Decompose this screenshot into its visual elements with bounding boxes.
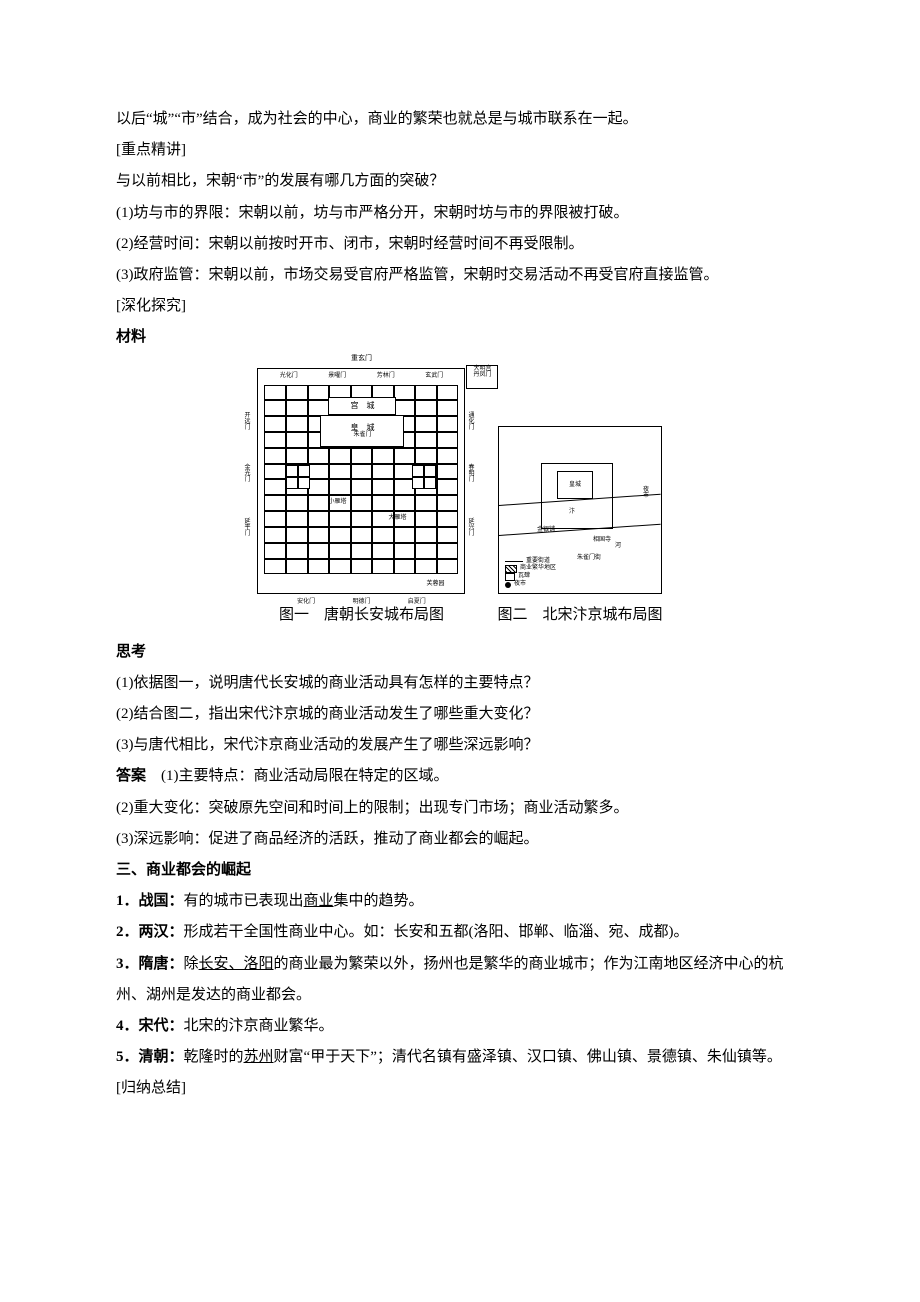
- fig1-side-l-1: 金光门: [244, 465, 254, 483]
- figure-row: 重玄门 大明宫 丹凤门 光化门 景曜门 芳林门 玄武门 宫 城 皇 城 朱雀门 …: [116, 368, 804, 631]
- item-3-label: 3．隋唐：: [116, 956, 184, 972]
- fig2-legend: 重要街道 商业繁华地区 瓦肆 夜市: [505, 558, 556, 589]
- fig2-legend-l3: 瓦肆: [518, 573, 530, 581]
- fig1-bottom-gate-2: 启夏门: [408, 599, 426, 605]
- fig2-bian-label: 汴: [569, 509, 575, 515]
- page: 以后“城”“市”结合，成为社会的中心，商业的繁荣也就总是与城市联系在一起。 [重…: [0, 0, 920, 1302]
- q-song-shi: 与以前相比，宋朝“市”的发展有哪几方面的突破？: [116, 166, 804, 197]
- intro-paragraph: 以后“城”“市”结合，成为社会的中心，商业的繁荣也就总是与城市联系在一起。: [116, 104, 804, 135]
- answer-line-1: 答案 (1)主要特点：商业活动局限在特定的区域。: [116, 761, 804, 792]
- item-5-pre: 乾隆时的: [184, 1049, 244, 1065]
- fig1-daming-palace-box: 大明宫 丹凤门: [466, 365, 498, 389]
- item-1-zhanguo: 1．战国：有的城市已表现出商业集中的趋势。: [116, 886, 804, 917]
- fig1-side-l-2: 延平门: [244, 519, 254, 537]
- item-2-rest: 形成若干全国性商业中心。如：长安和五都(洛阳、邯郸、临淄、宛、成都)。: [184, 924, 689, 940]
- fig2-legend-l2: 商业繁华地区: [520, 565, 556, 573]
- fig2-jinyinpu-label: 金银铺: [537, 527, 555, 533]
- fig1-east-market: [412, 465, 436, 489]
- section-head-shenhua: [深化探究]: [116, 291, 804, 322]
- item-4-songdai: 4．宋代：北宋的汴京商业繁华。: [116, 1011, 804, 1042]
- item-3-suitang: 3．隋唐：除长安、洛阳的商业最为繁荣以外，扬州也是繁华的商业城市；作为江南地区经…: [116, 949, 804, 1011]
- fig1-west-market: [286, 465, 310, 489]
- figure-2-caption: 图二 北宋汴京城布局图: [497, 600, 662, 631]
- fig2-zhuque-street-label: 朱雀门街: [577, 555, 601, 561]
- item-5-label: 5．清朝：: [116, 1049, 184, 1065]
- fig1-top-gate-1: 景曜门: [328, 373, 346, 379]
- item-4-label: 4．宋代：: [116, 1018, 184, 1034]
- fig2-xiangguosi-label: 相国寺: [593, 537, 611, 543]
- fig2-legend-dot-icon: [505, 582, 511, 588]
- item-1-pre: 有的城市已表现出: [184, 893, 304, 909]
- fig2-legend-row-2: 商业繁华地区: [505, 565, 556, 573]
- fig1-side-r-0: 通化门: [468, 413, 478, 431]
- fig1-huangcheng-l1: 皇 城: [350, 424, 374, 432]
- section-head-zhongdian: [重点精讲]: [116, 135, 804, 166]
- fig1-top-gate-2: 芳林门: [377, 373, 395, 379]
- answer-a3: (3)深远影响：促进了商品经济的活跃，推动了商业都会的崛起。: [116, 824, 804, 855]
- fig2-legend-row-1: 重要街道: [505, 558, 556, 566]
- fig1-bottom-gates: 安化门 明德门 启夏门: [278, 599, 444, 605]
- section-head-guina: [归纳总结]: [116, 1073, 804, 1104]
- fig1-daming-l2: 丹凤门: [467, 372, 497, 378]
- fig2-legend-arrow-icon: [505, 561, 523, 562]
- item-5-post: 财富“甲于天下”；清代名镇有盛泽镇、汉口镇、佛山镇、景德镇、朱仙镇等。: [274, 1049, 782, 1065]
- a1-fangshi: (1)坊与市的界限：宋朝以前，坊与市严格分开，宋朝时坊与市的界限被打破。: [116, 198, 804, 229]
- figure-2-song-bianjing-map: 皇城 夜市 汴 金银铺 相国寺 河 朱雀门街 重要街道 商业繁华地区 瓦肆 夜市: [498, 426, 662, 594]
- fig1-side-r-1: 春明门: [468, 465, 478, 483]
- fig2-legend-square-icon: [505, 573, 515, 581]
- figure-2-block: 皇城 夜市 汴 金银铺 相国寺 河 朱雀门街 重要街道 商业繁华地区 瓦肆 夜市…: [497, 426, 662, 631]
- item-5-qingchao: 5．清朝：乾隆时的苏州财富“甲于天下”；清代名镇有盛泽镇、汉口镇、佛山镇、景德镇…: [116, 1042, 804, 1073]
- fig1-zhuque-gate: 朱雀门: [353, 432, 371, 438]
- figure-1-tang-changan-map: 重玄门 大明宫 丹凤门 光化门 景曜门 芳林门 玄武门 宫 城 皇 城 朱雀门 …: [257, 368, 465, 594]
- answer-a2: (2)重大变化：突破原先空间和时间上的限制；出现专门市场；商业活动繁多。: [116, 793, 804, 824]
- fig1-furong-label: 芙蓉园: [426, 581, 444, 587]
- answer-a1: (1)主要特点：商业活动局限在特定的区域。: [146, 768, 449, 784]
- fig1-top-gate-3: 玄武门: [425, 373, 443, 379]
- fig1-big-pagoda-label: 大雁塔: [388, 515, 406, 521]
- think-head: 思考: [116, 637, 804, 668]
- fig1-gongcheng-label: 宫 城: [328, 397, 396, 415]
- fig2-night-market-label: 夜市: [643, 487, 653, 499]
- answer-label: 答案: [116, 768, 146, 784]
- fig1-top-gate-label: 重玄门: [351, 355, 372, 362]
- item-1-underline: 商业: [304, 893, 334, 909]
- a3-gov: (3)政府监管：宋朝以前，市场交易受官府严格监管，宋朝时交易活动不再受官府直接监…: [116, 260, 804, 291]
- a2-time: (2)经营时间：宋朝以前按时开市、闭市，宋朝时经营时间不再受限制。: [116, 229, 804, 260]
- fig2-legend-row-3: 瓦肆: [505, 573, 556, 581]
- fig1-top-gates-row: 光化门 景曜门 芳林门 玄武门: [264, 373, 458, 379]
- item-3-pre: 除: [184, 956, 199, 972]
- item-2-lianghan: 2．两汉：形成若干全国性商业中心。如：长安和五都(洛阳、邯郸、临淄、宛、成都)。: [116, 917, 804, 948]
- fig1-bottom-gate-0: 安化门: [297, 599, 315, 605]
- fig1-top-gate-0: 光化门: [280, 373, 298, 379]
- fig2-legend-hatch-icon: [505, 565, 517, 573]
- think-q2: (2)结合图二，指出宋代汴京城的商业活动发生了哪些重大变化？: [116, 699, 804, 730]
- fig1-small-pagoda-label: 小雁塔: [328, 499, 346, 505]
- section-3-head: 三、商业都会的崛起: [116, 855, 804, 886]
- think-q1: (1)依据图一，说明唐代长安城的商业活动具有怎样的主要特点？: [116, 668, 804, 699]
- item-1-label: 1．战国：: [116, 893, 184, 909]
- item-4-rest: 北宋的汴京商业繁华。: [184, 1018, 334, 1034]
- fig2-legend-row-4: 夜市: [505, 581, 556, 589]
- fig2-imperial-city-label: 皇城: [557, 471, 593, 499]
- item-3-underline: 长安、洛阳: [199, 956, 274, 972]
- fig2-legend-l1: 重要街道: [526, 558, 550, 566]
- fig1-huangcheng-box: 皇 城 朱雀门: [320, 415, 404, 447]
- fig1-side-r-2: 延兴门: [468, 519, 478, 537]
- item-5-underline: 苏州: [244, 1049, 274, 1065]
- figure-1-block: 重玄门 大明宫 丹凤门 光化门 景曜门 芳林门 玄武门 宫 城 皇 城 朱雀门 …: [257, 368, 465, 631]
- fig2-legend-l4: 夜市: [514, 581, 526, 589]
- fig1-bottom-gate-1: 明德门: [352, 599, 370, 605]
- think-q3: (3)与唐代相比，宋代汴京商业活动的发展产生了哪些深远影响？: [116, 730, 804, 761]
- item-1-post: 集中的趋势。: [334, 893, 424, 909]
- fig2-he-label: 河: [615, 543, 621, 549]
- materials-label: 材料: [116, 322, 804, 353]
- item-2-label: 2．两汉：: [116, 924, 184, 940]
- fig1-side-l-0: 开远门: [244, 413, 254, 431]
